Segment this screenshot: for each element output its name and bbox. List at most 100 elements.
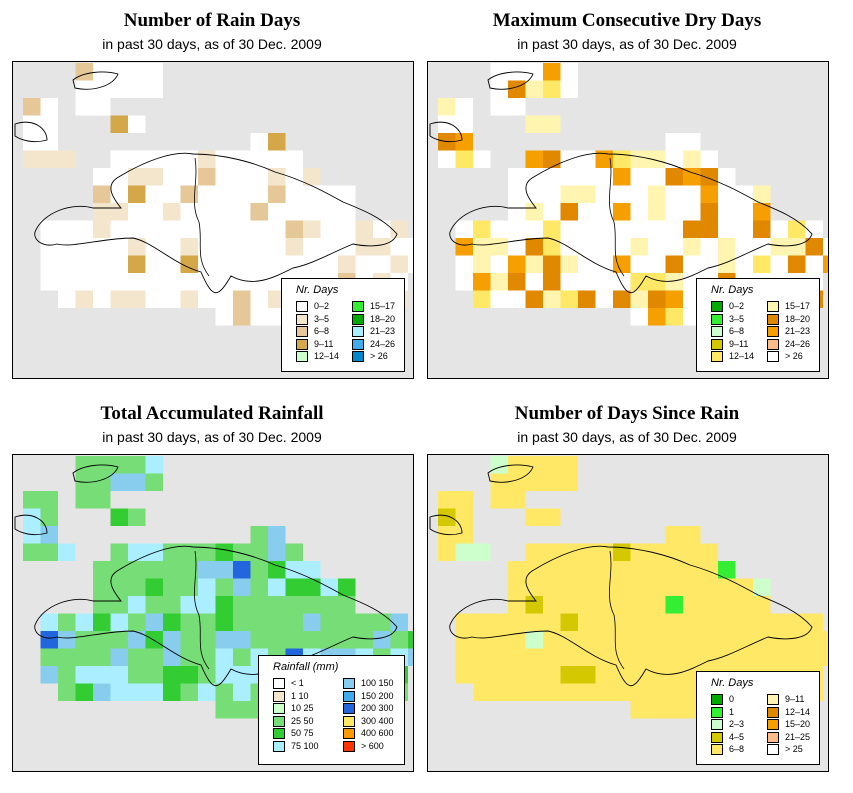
grid-cell: [560, 220, 578, 238]
grid-cell: [40, 273, 58, 291]
panel-subtitle: in past 30 days, as of 30 Dec. 2009: [102, 429, 322, 445]
grid-cell: [665, 168, 683, 186]
grid-cell: [560, 561, 578, 579]
grid-cell: [560, 683, 578, 701]
grid-cell: [455, 526, 473, 544]
legend-label: 24–26: [370, 338, 396, 349]
grid-cell: [75, 273, 93, 291]
grid-cell: [215, 631, 233, 649]
panel-title: Number of Rain Days: [123, 10, 301, 31]
grid-cell: [508, 683, 526, 701]
grid-cell: [250, 613, 268, 631]
grid-cell: [268, 526, 286, 544]
grid-cell: [163, 666, 181, 684]
grid-cell: [648, 273, 666, 291]
grid-cell: [700, 631, 718, 649]
grid-cell: [233, 596, 251, 614]
legend-item: 0–2: [711, 301, 744, 312]
legend-label: 200 300: [361, 703, 394, 713]
hispaniola-outline: [449, 545, 813, 687]
grid-cell: [508, 578, 526, 596]
grid-cell: [543, 543, 561, 561]
map-legend: Nr. Days 0 1 2–3 4–5 6–8 9–11 12–14 15–20 21–25 >…: [696, 671, 820, 765]
legend-item: 3–5: [711, 313, 744, 325]
grid-cell: [180, 543, 198, 561]
grid-cell: [93, 561, 111, 579]
grid-cell: [23, 491, 41, 509]
grid-cell: [58, 648, 76, 666]
grid-cell: [128, 683, 146, 701]
legend-label: 6–8: [729, 326, 745, 336]
grid-cell: [303, 220, 321, 238]
grid-cell: [630, 666, 648, 684]
legend-label: 10 25: [291, 703, 314, 713]
grid-cell: [40, 133, 58, 151]
legend-swatch: [767, 301, 779, 312]
legend-swatch: [273, 690, 285, 702]
legend-label: > 25: [785, 744, 803, 754]
grid-cell: [268, 631, 286, 649]
grid-cell: [490, 290, 508, 308]
grid-cell: [128, 613, 146, 631]
grid-cell: [473, 648, 491, 666]
grid-cell: [508, 491, 526, 509]
grid-cell: [110, 238, 128, 256]
grid-cell: [543, 203, 561, 221]
grid-cell: [215, 238, 233, 256]
grid-cell: [338, 220, 356, 238]
grid-cell: [268, 220, 286, 238]
legend-item: 200 300: [343, 703, 394, 714]
grid-cell: [560, 648, 578, 666]
grid-cell: [578, 666, 596, 684]
grid-cell: [455, 273, 473, 291]
grid-cell: [823, 631, 828, 649]
grid-cell: [473, 631, 491, 649]
grid-cell: [648, 255, 666, 273]
grid-cell: [198, 578, 216, 596]
grid-cell: [560, 80, 578, 98]
legend-swatch: [273, 715, 285, 727]
legend-item: 9–11: [296, 338, 333, 350]
grid-cell: [285, 150, 303, 168]
grid-cell: [665, 238, 683, 256]
grid-cell: [40, 491, 58, 509]
legend-swatch: [711, 313, 723, 325]
grid-cell: [490, 98, 508, 116]
grid-cell: [700, 255, 718, 273]
grid-cell: [613, 613, 631, 631]
grid-cell: [543, 473, 561, 491]
grid-cell: [595, 648, 613, 666]
grid-cell: [630, 543, 648, 561]
grid-cell: [75, 631, 93, 649]
grid-cell: [683, 578, 701, 596]
grid-cell: [145, 683, 163, 701]
grid-cell: [683, 203, 701, 221]
panel-subtitle: in past 30 days, as of 30 Dec. 2009: [517, 36, 737, 52]
grid-cell: [320, 613, 338, 631]
grid-cell: [718, 238, 736, 256]
grid-cell: [128, 80, 146, 98]
grid-cell: [355, 220, 373, 238]
grid-cell: [700, 648, 718, 666]
grid-cell: [595, 631, 613, 649]
grid-cell: [665, 308, 683, 326]
grid-cell: [58, 543, 76, 561]
grid-cell: [455, 98, 473, 116]
legend-swatch: [296, 301, 308, 312]
grid-cell: [525, 543, 543, 561]
grid-cell: [338, 596, 356, 614]
grid-cell: [473, 255, 491, 273]
grid-cell: [163, 238, 181, 256]
grid-cell: [40, 648, 58, 666]
grid-cell: [285, 613, 303, 631]
map-frame: Nr. Days 0–2 3–5 6–8 9–11 12–14 15–17 18–20 21–…: [12, 61, 414, 379]
legend-swatch: [296, 338, 308, 350]
grid-cell: [390, 631, 408, 649]
grid-cell: [525, 613, 543, 631]
grid-cell: [630, 578, 648, 596]
grid-cell: [303, 631, 321, 649]
grid-cell: [595, 150, 613, 168]
grid-cell: [718, 578, 736, 596]
grid-cell: [823, 255, 828, 273]
grid-cell: [390, 238, 408, 256]
